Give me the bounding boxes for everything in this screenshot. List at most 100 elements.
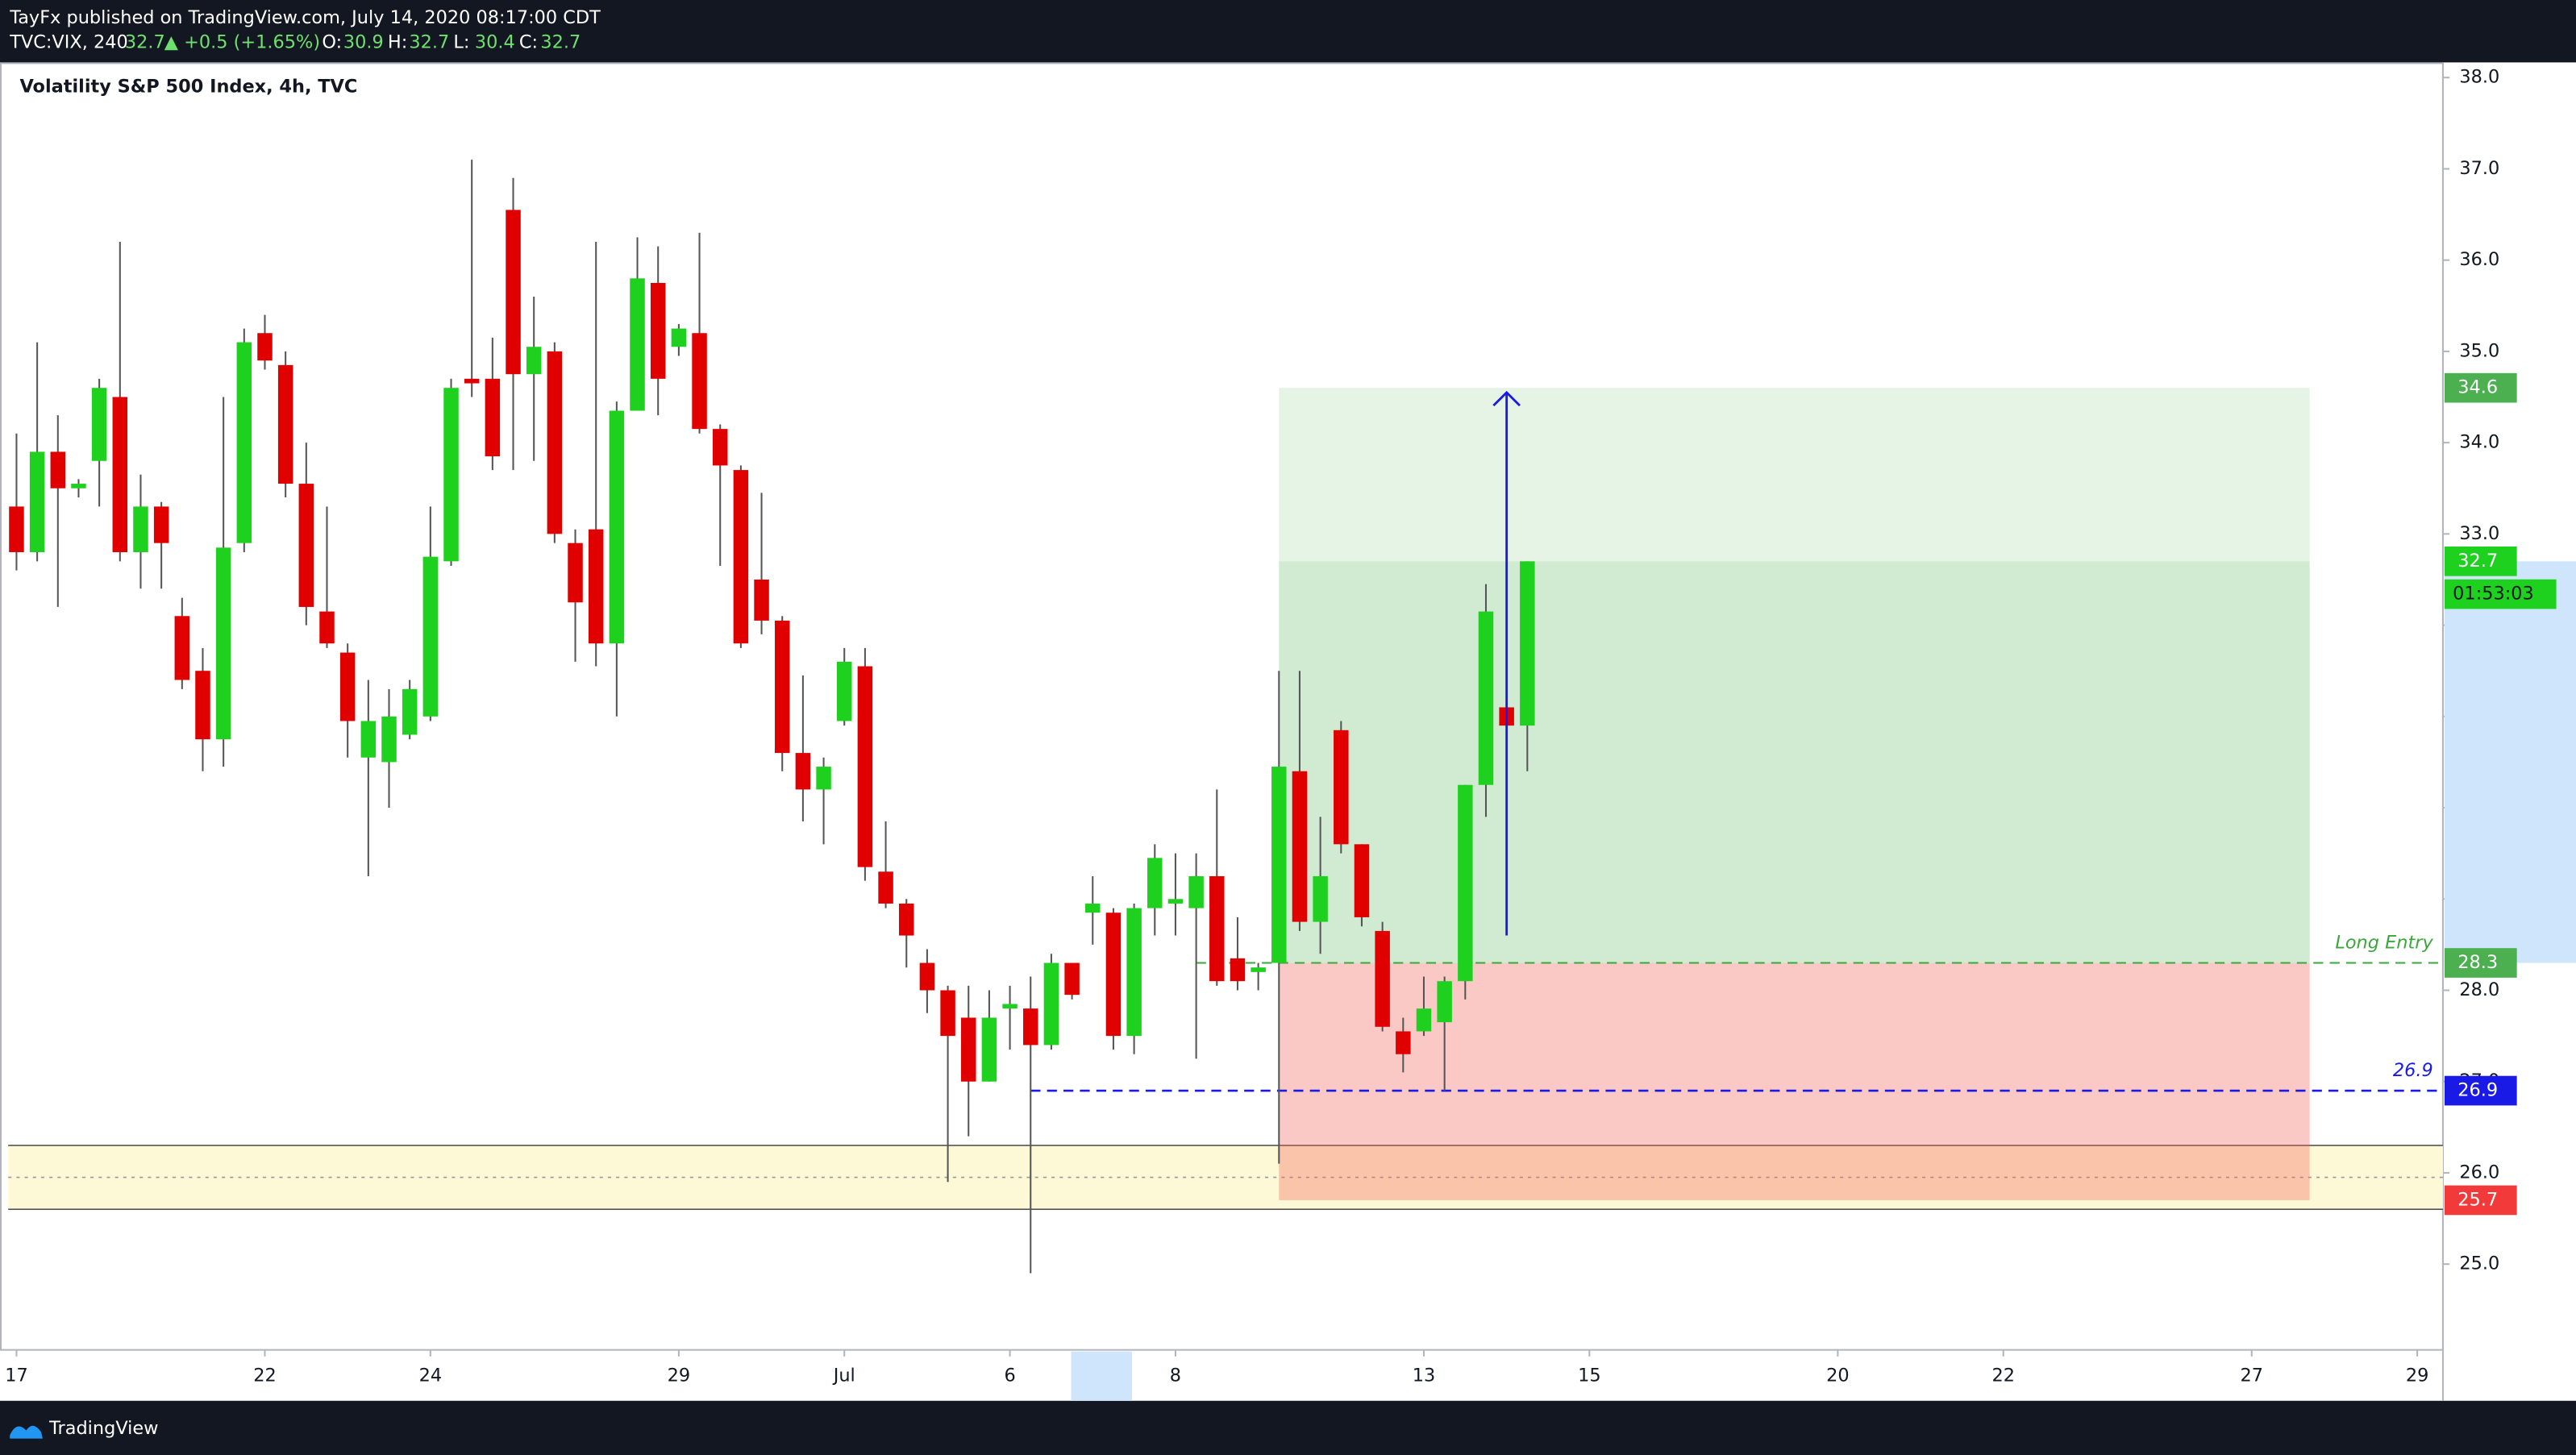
candle-body	[1023, 1008, 1038, 1046]
candle-body	[630, 278, 645, 411]
candle-body	[588, 529, 604, 644]
candle-body	[795, 753, 811, 790]
candle-body	[1354, 844, 1370, 917]
price: 32.7	[125, 31, 165, 52]
candle-body	[961, 1017, 976, 1082]
stop-badge	[2444, 1185, 2517, 1216]
x-tick-label: 17	[5, 1366, 28, 1386]
candle-body	[1043, 962, 1059, 1046]
ohlc-key: L:	[453, 31, 469, 52]
y-tick-label: 28.0	[2459, 979, 2499, 1000]
candle-body	[1416, 1008, 1432, 1032]
candle-body	[215, 547, 231, 740]
candle-body	[422, 556, 439, 717]
candle-body	[9, 506, 24, 552]
candle-body	[692, 333, 707, 430]
brand: TradingView	[48, 1418, 158, 1439]
candle-body	[1251, 967, 1266, 972]
x-tick-label: 29	[668, 1366, 691, 1386]
ohlc-key: C:	[519, 31, 538, 52]
candle-body	[50, 451, 66, 488]
ohlc-key: H:	[388, 31, 407, 52]
ohlc-value: 30.9	[343, 31, 384, 52]
candle-body	[1334, 730, 1349, 845]
candle-body	[360, 721, 377, 758]
candle-body	[1271, 767, 1287, 963]
x-tick-label: 6	[1004, 1366, 1015, 1386]
candle-body	[91, 388, 107, 461]
candle-body	[816, 767, 831, 790]
price-range-highlight	[2444, 561, 2576, 963]
candle-body	[1147, 858, 1163, 908]
candle-body	[153, 506, 169, 543]
candle-body	[733, 470, 749, 644]
candle-body	[1437, 981, 1452, 1023]
last-price-badge-label: 32.7	[2457, 551, 2498, 572]
candle-body	[878, 871, 893, 904]
x-tick-label: 8	[1170, 1366, 1181, 1386]
candle-body	[298, 484, 314, 607]
change: ▲ +0.5 (+1.65%)	[164, 31, 320, 52]
candle-body	[1313, 875, 1328, 922]
candle-body	[899, 903, 914, 936]
y-tick-label: 37.0	[2459, 158, 2499, 179]
entry-label: Long Entry	[2335, 933, 2433, 954]
target-badge-label: 34.6	[2457, 377, 2498, 398]
candle-body	[650, 282, 666, 379]
candle-body	[174, 616, 190, 680]
ohlc-value: 32.7	[409, 31, 449, 52]
countdown-badge	[2444, 579, 2557, 609]
y-tick-label: 34.0	[2459, 432, 2499, 453]
candle-body	[568, 543, 583, 603]
x-tick-label: 20	[1826, 1366, 1850, 1386]
candle-body	[836, 661, 852, 721]
time-highlight	[1071, 1351, 1132, 1401]
candle-body	[1478, 611, 1494, 785]
candle-body	[1002, 1004, 1017, 1009]
candle-body	[277, 364, 293, 484]
x-tick-label: Jul	[832, 1366, 855, 1386]
candle-body	[464, 378, 480, 384]
candle-body	[1375, 930, 1390, 1027]
candle-body	[485, 378, 501, 457]
stop-badge-label: 25.7	[2457, 1189, 2498, 1210]
ohlc-value: 30.4	[475, 31, 515, 52]
level-badge-label: 26.9	[2457, 1080, 2498, 1101]
candle-body	[319, 611, 335, 644]
stop-zone	[1279, 962, 2310, 1200]
y-tick-label: 38.0	[2459, 67, 2499, 88]
last-price-badge	[2444, 546, 2517, 576]
y-tick-label: 35.0	[2459, 340, 2499, 361]
y-tick-label: 33.0	[2459, 523, 2499, 544]
candle-body	[754, 579, 769, 621]
candle-body	[1292, 771, 1308, 922]
level-badge	[2444, 1075, 2517, 1106]
target-zone-lower	[1279, 561, 2310, 963]
candle-body	[940, 990, 955, 1037]
candle-body	[195, 671, 210, 740]
candle-body	[1396, 1031, 1411, 1054]
candle-body	[919, 962, 935, 991]
candle-body	[1126, 908, 1142, 1037]
candle-body	[339, 652, 356, 721]
candle-body	[1105, 912, 1122, 1037]
entry-badge-label: 28.3	[2457, 952, 2498, 973]
candle-body	[547, 351, 563, 534]
x-tick-label: 24	[419, 1366, 443, 1386]
ohlc-key: O:	[322, 31, 342, 52]
y-tick-label: 26.0	[2459, 1162, 2499, 1183]
y-tick-label: 25.0	[2459, 1253, 2499, 1274]
candle-body	[712, 429, 728, 466]
candle-body	[236, 342, 252, 543]
target-zone-upper	[1279, 388, 2310, 562]
candle-body	[29, 451, 45, 552]
candle-body	[857, 666, 873, 867]
x-tick-label: 22	[1991, 1366, 2015, 1386]
candle-body	[402, 688, 418, 735]
logo-icon	[10, 1425, 43, 1439]
candle-body	[1085, 903, 1101, 913]
x-tick-label: 22	[253, 1366, 277, 1386]
candle-body	[1520, 561, 1535, 726]
ohlc-value: 32.7	[540, 31, 581, 52]
